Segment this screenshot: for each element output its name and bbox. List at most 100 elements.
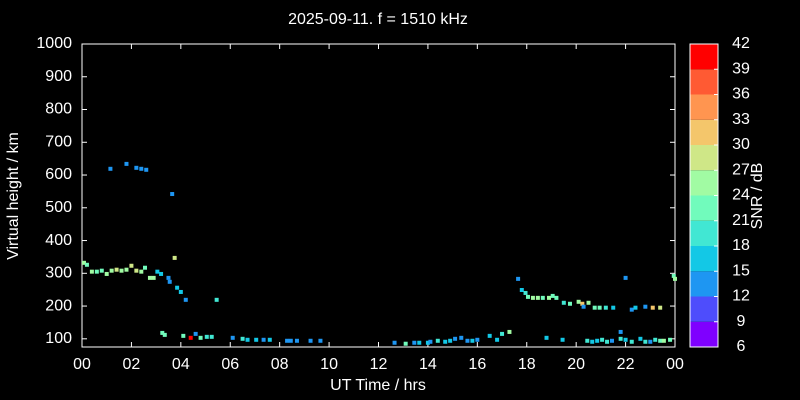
- data-point: [104, 271, 109, 276]
- data-point: [525, 294, 530, 299]
- colorbar-tick-label: 18: [732, 237, 750, 254]
- data-point: [495, 337, 500, 342]
- data-point: [318, 338, 323, 343]
- data-point: [89, 269, 94, 274]
- data-point: [470, 338, 475, 343]
- data-point: [204, 334, 209, 339]
- colorbar-bin: [690, 145, 718, 171]
- colorbar-bin: [690, 94, 718, 120]
- data-point: [618, 336, 623, 341]
- data-point: [155, 269, 160, 274]
- data-point: [134, 165, 139, 170]
- x-tick-label: 16: [468, 356, 486, 373]
- data-point: [653, 337, 658, 342]
- colorbar-bin: [690, 296, 718, 322]
- data-point: [392, 340, 397, 345]
- x-tick-label: 04: [172, 356, 190, 373]
- data-point: [181, 333, 186, 338]
- colorbar-bin: [690, 69, 718, 95]
- data-point: [162, 332, 167, 337]
- data-point: [109, 268, 114, 273]
- y-tick-label: 500: [45, 199, 72, 216]
- data-point: [214, 297, 219, 302]
- data-point: [629, 339, 634, 344]
- data-point: [119, 268, 124, 273]
- colorbar-tick-label: 30: [732, 136, 750, 153]
- data-point: [139, 166, 144, 171]
- data-point: [254, 337, 259, 342]
- data-point: [84, 262, 89, 267]
- colorbar-bin: [690, 170, 718, 196]
- colorbar-label: SNR / dB: [749, 163, 766, 230]
- data-point: [443, 339, 448, 344]
- data-point: [108, 166, 113, 171]
- data-point: [507, 329, 512, 334]
- y-tick-label: 200: [45, 297, 72, 314]
- data-point: [633, 305, 638, 310]
- y-axis-label: Virtual height / km: [5, 132, 22, 260]
- colorbar-bin: [690, 246, 718, 272]
- data-point: [403, 341, 408, 346]
- data-point: [294, 338, 299, 343]
- data-point: [139, 269, 144, 274]
- data-point: [540, 295, 545, 300]
- data-point: [519, 288, 524, 293]
- x-tick-label: 12: [370, 356, 388, 373]
- data-point: [465, 338, 470, 343]
- y-tick-label: 100: [45, 330, 72, 347]
- data-point: [81, 260, 86, 265]
- data-point: [576, 299, 581, 304]
- data-point: [453, 336, 458, 341]
- data-point: [412, 340, 417, 345]
- data-point: [425, 340, 430, 345]
- data-point: [160, 330, 165, 335]
- x-tick-label: 10: [320, 356, 338, 373]
- data-point: [629, 307, 634, 312]
- x-tick-label: 18: [518, 356, 536, 373]
- data-point: [523, 290, 528, 295]
- data-point: [585, 338, 590, 343]
- data-point: [623, 337, 628, 342]
- colorbar-bin: [690, 220, 718, 246]
- colorbar-tick-label: 21: [732, 212, 750, 229]
- data-point: [609, 338, 614, 343]
- data-point: [159, 271, 164, 276]
- data-point: [144, 167, 149, 172]
- data-point: [428, 339, 433, 344]
- data-point: [567, 301, 572, 306]
- data-point: [554, 295, 559, 300]
- y-tick-label: 1000: [36, 35, 72, 52]
- data-point: [581, 304, 586, 309]
- data-point: [643, 304, 648, 309]
- colorbar-bin: [690, 44, 718, 70]
- y-tick-label: 700: [45, 133, 72, 150]
- colorbar-tick-label: 9: [737, 313, 746, 330]
- data-point: [114, 267, 119, 272]
- data-point: [178, 289, 183, 294]
- data-point: [129, 263, 134, 268]
- x-tick-label: 00: [73, 356, 91, 373]
- data-point: [623, 275, 628, 280]
- data-point: [124, 161, 129, 166]
- data-point: [134, 268, 139, 273]
- data-point: [170, 192, 175, 197]
- data-point: [648, 339, 653, 344]
- data-point: [611, 305, 616, 310]
- data-point: [550, 293, 555, 298]
- data-point: [459, 335, 464, 340]
- data-point: [516, 276, 521, 281]
- data-point: [560, 337, 565, 342]
- x-tick-label: 22: [617, 356, 635, 373]
- colorbar-tick-label: 27: [732, 161, 750, 178]
- colorbar-tick-label: 15: [732, 262, 750, 279]
- x-tick-label: 06: [221, 356, 239, 373]
- colorbar-tick-label: 39: [732, 60, 750, 77]
- y-tick-label: 900: [45, 68, 72, 85]
- data-point: [198, 335, 203, 340]
- data-point: [544, 335, 549, 340]
- colorbar-bin: [690, 321, 718, 347]
- data-point: [530, 295, 535, 300]
